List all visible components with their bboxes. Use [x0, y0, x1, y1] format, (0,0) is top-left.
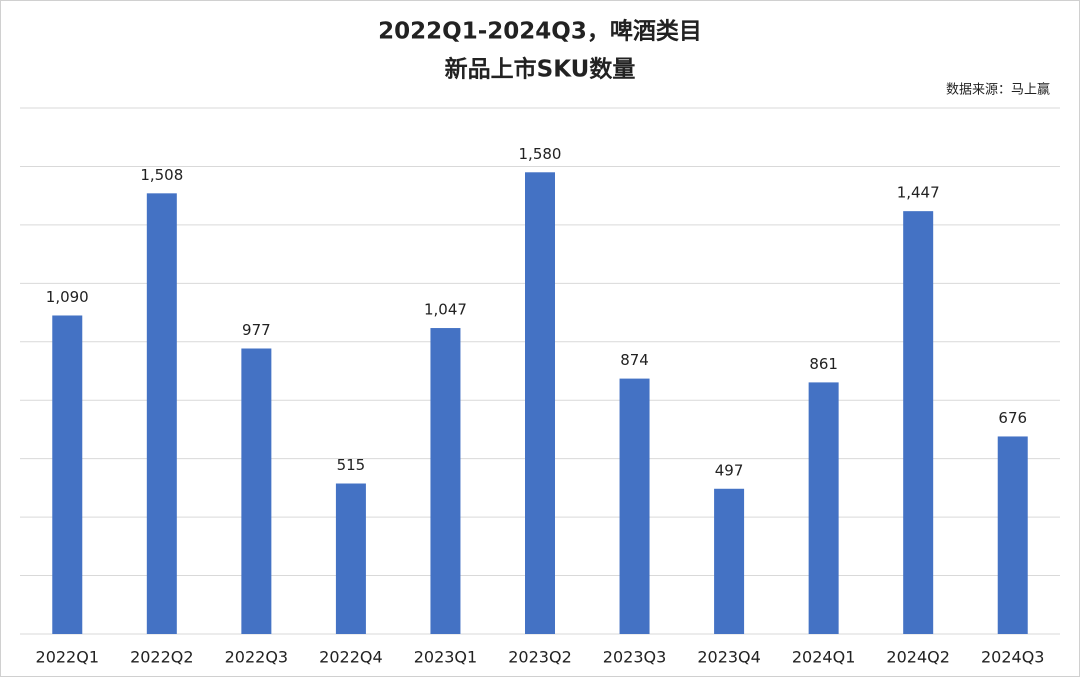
x-tick-label: 2023Q4: [697, 648, 761, 667]
x-tick-label: 2023Q1: [414, 648, 478, 667]
x-tick-label: 2023Q3: [603, 648, 667, 667]
x-tick-label: 2023Q2: [508, 648, 572, 667]
bar: [714, 488, 745, 634]
bar: [430, 328, 461, 634]
value-label: 1,447: [897, 184, 940, 202]
bar: [335, 483, 366, 634]
value-label: 497: [715, 461, 744, 479]
bar: [52, 315, 83, 634]
bar: [619, 378, 650, 634]
value-label: 1,090: [46, 288, 89, 306]
value-label: 515: [337, 456, 366, 474]
bar: [146, 193, 177, 634]
x-tick-label: 2022Q2: [130, 648, 194, 667]
source-note: 数据来源：马上赢: [946, 82, 1050, 98]
x-tick-label: 2022Q4: [319, 648, 383, 667]
bar: [997, 436, 1028, 634]
chart-title: 2022Q1-2024Q3，啤酒类目: [378, 18, 702, 45]
bar: [903, 211, 934, 634]
bar: [241, 348, 272, 634]
value-label: 977: [242, 321, 271, 339]
x-tick-label: 2022Q3: [225, 648, 289, 667]
bar: [808, 382, 839, 634]
value-label: 1,580: [519, 145, 562, 163]
bar: [525, 172, 555, 635]
value-label: 676: [998, 409, 1027, 427]
value-label: 1,047: [424, 301, 467, 319]
x-tick-label: 2024Q3: [981, 648, 1045, 667]
x-tick-label: 2024Q2: [886, 648, 950, 667]
chart-subtitle: 新品上市SKU数量: [445, 56, 636, 83]
x-tick-label: 2022Q1: [36, 648, 100, 667]
value-label: 874: [620, 351, 649, 369]
x-tick-label: 2024Q1: [792, 648, 856, 667]
value-label: 861: [809, 355, 838, 373]
value-label: 1,508: [140, 166, 183, 184]
